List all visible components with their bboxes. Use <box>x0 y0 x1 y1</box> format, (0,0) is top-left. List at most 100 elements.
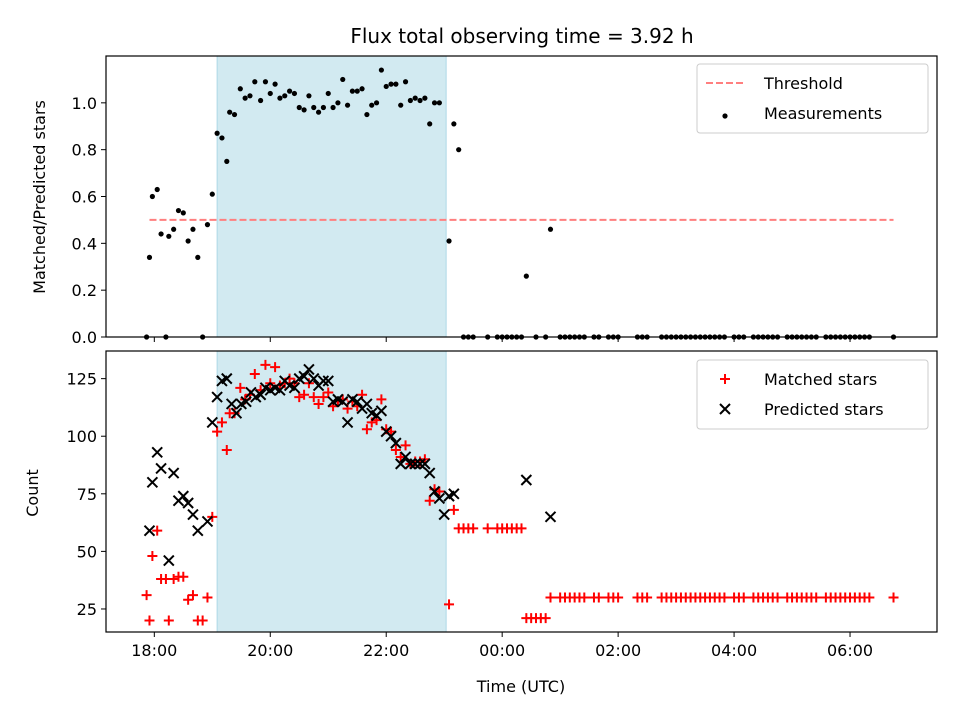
y-tick-label: 0.0 <box>72 328 97 347</box>
measurement-point <box>291 90 298 97</box>
measurement-point <box>286 88 293 94</box>
predicted-point <box>390 437 402 449</box>
measurement-point <box>417 97 423 104</box>
predicted-point <box>298 370 310 383</box>
measurement-point <box>315 109 322 115</box>
shaded-interval <box>216 55 447 338</box>
measurement-point <box>340 76 346 83</box>
matched-point <box>361 424 372 435</box>
measurement-point <box>204 222 211 228</box>
predicted-point <box>187 508 199 521</box>
predicted-point <box>192 524 204 537</box>
measurement-point <box>325 90 331 97</box>
measurement-point <box>277 95 283 101</box>
measurement-point <box>296 104 302 111</box>
predicted-point <box>308 372 320 385</box>
predicted-point <box>404 458 417 470</box>
measurement-point <box>180 210 186 216</box>
matched-point <box>516 523 527 534</box>
measurement-point <box>412 95 418 101</box>
predicted-point <box>438 508 450 521</box>
predicted-point <box>322 375 334 387</box>
predicted-point <box>225 398 238 410</box>
predicted-point <box>351 395 363 408</box>
matched-point <box>390 445 401 456</box>
matched-point <box>163 615 174 626</box>
predicted-point <box>409 458 421 470</box>
matched-point <box>434 486 445 497</box>
matched-point <box>294 392 305 403</box>
legend-measurement-marker <box>722 113 728 119</box>
legend-entry-label: Measurements <box>764 104 882 123</box>
predicted-point <box>303 363 315 376</box>
matched-point <box>308 392 319 403</box>
matched-point <box>642 592 653 603</box>
matched-point <box>424 495 435 506</box>
measurement-point <box>149 193 155 200</box>
y-tick-label: 0.6 <box>72 188 97 207</box>
predicted-point <box>448 488 460 500</box>
predicted-point <box>419 458 431 470</box>
measurement-point <box>451 121 457 127</box>
measurement-point <box>364 111 370 118</box>
measurement-point <box>547 226 554 232</box>
legend-matched-marker <box>720 374 730 384</box>
measurement-point <box>393 81 399 87</box>
y-tick-label: 100 <box>66 427 97 446</box>
measurement-point <box>320 104 327 111</box>
measurement-point <box>446 238 452 244</box>
matched-point <box>811 592 822 603</box>
matched-point <box>221 445 232 456</box>
ratio-panel: 0.0 0.2 0.4 0.6 0.8 1.0 Threshold Measurements <box>72 55 938 347</box>
predicted-point <box>317 375 330 387</box>
predicted-point <box>146 476 159 488</box>
predicted-point <box>274 384 286 396</box>
measurement-point <box>388 81 394 87</box>
matched-point <box>313 398 324 409</box>
matched-point <box>249 369 260 380</box>
measurement-point <box>258 97 264 104</box>
predicted-point <box>361 398 373 410</box>
predicted-point <box>155 462 167 475</box>
measurement-point <box>330 104 336 111</box>
predicted-point <box>288 382 301 394</box>
measurement-point <box>378 67 384 73</box>
predicted-point <box>399 451 412 463</box>
predicted-point <box>240 395 252 408</box>
measurement-point <box>427 121 433 127</box>
measurement-point <box>301 107 307 113</box>
matched-point <box>482 523 493 534</box>
x-tick-label: 22:00 <box>363 641 409 660</box>
bottom-y-axis-label: Count <box>23 469 42 517</box>
y-tick-label: 75 <box>77 485 97 504</box>
matched-point <box>183 594 194 605</box>
predicted-point <box>206 416 218 429</box>
y-tick-label: 25 <box>77 600 97 619</box>
measurement-point <box>224 158 230 164</box>
legend-box <box>696 359 929 430</box>
measurement-point <box>252 79 258 85</box>
legend-entry-label: Threshold <box>763 74 843 93</box>
measurement-point <box>306 93 312 99</box>
matched-point <box>468 523 479 534</box>
measurement-point <box>185 238 191 244</box>
predicted-point <box>143 524 156 537</box>
predicted-point <box>151 446 163 459</box>
measurement-point <box>272 81 278 87</box>
y-tick-label: 1.0 <box>72 94 97 113</box>
x-tick-label: 00:00 <box>479 641 525 660</box>
predicted-point <box>520 474 533 486</box>
x-tick-label: 04:00 <box>711 641 757 660</box>
measurement-point <box>402 79 409 85</box>
measurement-point <box>407 97 413 104</box>
predicted-point <box>182 497 194 509</box>
measurement-point <box>227 109 233 115</box>
matched-point <box>187 590 198 601</box>
y-tick-label: 0.8 <box>72 141 97 160</box>
measurement-point <box>383 83 389 90</box>
measurement-point <box>171 226 177 232</box>
matched-point <box>197 615 208 626</box>
measurement-point <box>431 100 438 106</box>
measurement-point <box>214 130 220 136</box>
